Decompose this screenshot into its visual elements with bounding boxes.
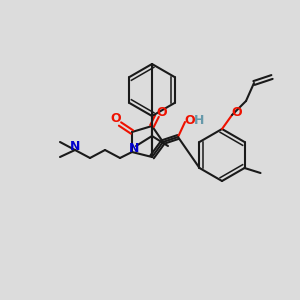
Text: O: O bbox=[232, 106, 242, 119]
Text: N: N bbox=[70, 140, 80, 154]
Text: O: O bbox=[157, 106, 167, 118]
Text: N: N bbox=[129, 142, 139, 154]
Text: O: O bbox=[111, 112, 121, 125]
Text: H: H bbox=[194, 115, 204, 128]
Text: O: O bbox=[185, 115, 195, 128]
